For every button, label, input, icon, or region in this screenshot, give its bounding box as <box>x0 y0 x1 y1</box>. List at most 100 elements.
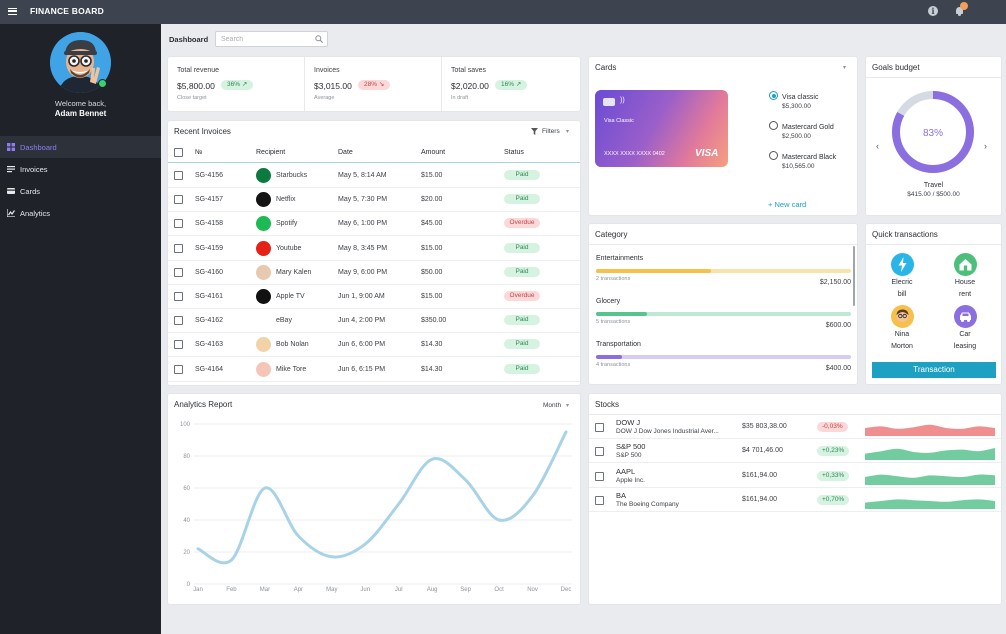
table-row[interactable]: SG-4158 Spotify May 6, 1:00 PM $45.00 Overdu… <box>168 212 580 237</box>
recipient-name: Netflix <box>276 196 296 204</box>
stock-row[interactable]: BA The Boeing Company $161,94.00 +0,70% <box>589 488 1001 512</box>
table-row[interactable]: SG-4164 Mike Tore Jun 6, 6:15 PM $14.30 Paid <box>168 358 580 382</box>
table-row[interactable]: SG-4161 Apple TV Jun 1, 9:00 AM $15.00 Overd… <box>168 285 580 309</box>
period-select[interactable]: Month <box>543 402 562 409</box>
select-all-checkbox[interactable] <box>174 148 183 157</box>
card-title: Cards <box>595 63 617 72</box>
row-checkbox[interactable] <box>595 495 604 505</box>
stock-name: The Boeing Company <box>616 500 679 508</box>
x-tick-label: Apr <box>294 587 303 593</box>
table-row[interactable]: SG-4160 Mary Kalen May 9, 6:00 PM $50.00 Pai… <box>168 261 580 285</box>
card-option-name: Visa classic <box>782 94 819 101</box>
row-checkbox[interactable] <box>595 471 604 481</box>
x-tick-label: Nov <box>527 587 538 593</box>
credit-card[interactable]: )) Visa Classic XXXX XXXX XXXX 0402 VISA <box>595 90 728 167</box>
sidebar-item-analytics[interactable]: Analytics <box>0 202 161 224</box>
chevron-down-icon[interactable]: ▾ <box>843 65 847 71</box>
category-progress-fill <box>596 355 622 359</box>
transaction-button[interactable]: Transaction <box>872 362 996 378</box>
row-checkbox[interactable] <box>174 219 183 229</box>
scrollbar[interactable] <box>853 246 855 306</box>
table-row[interactable]: SG-4159 Youtube May 8, 3:45 PM $15.00 Paid <box>168 237 580 261</box>
row-checkbox[interactable] <box>174 364 183 374</box>
chevron-down-icon[interactable]: ▾ <box>566 129 570 135</box>
sidebar-item-dashboard[interactable]: Dashboard <box>0 136 161 158</box>
chip-icon <box>603 98 615 106</box>
sparkline-area <box>865 424 995 436</box>
stock-change-badge: +0,33% <box>817 470 850 481</box>
invoice-date: Jun 6, 6:15 PM <box>338 365 386 373</box>
stock-price: $35 803,38.00 <box>742 423 787 430</box>
stock-row[interactable]: AAPL Apple Inc. $161,94.00 +0,33% <box>589 464 1001 488</box>
person-avatar <box>256 361 271 377</box>
invoice-amount: $50.00 <box>421 268 443 276</box>
x-tick-label: Sep <box>460 587 471 593</box>
row-checkbox[interactable] <box>174 243 183 253</box>
online-status-dot <box>98 79 107 88</box>
row-checkbox[interactable] <box>174 267 183 277</box>
invoice-date: May 9, 6:00 PM <box>338 268 388 276</box>
y-tick-label: 80 <box>183 454 190 460</box>
user-avatar[interactable] <box>50 32 111 93</box>
row-checkbox[interactable] <box>174 316 183 326</box>
invoice-date: May 6, 1:00 PM <box>338 220 388 228</box>
table-row[interactable]: SG-4163 Bob Nolan Jun 6, 6:00 PM $14.30 Paid <box>168 333 580 358</box>
new-card-button[interactable]: + New card <box>768 200 806 209</box>
row-checkbox[interactable] <box>595 423 604 432</box>
table-row[interactable]: SG-4157 Netflix May 5, 7:30 PM $20.00 Paid <box>168 188 580 213</box>
electric-bill-button[interactable] <box>891 253 914 276</box>
invoice-date: Jun 6, 6:00 PM <box>338 341 386 349</box>
person-avatar <box>896 309 909 322</box>
filter-icon[interactable] <box>531 128 538 135</box>
search-icon[interactable] <box>315 35 323 43</box>
quick-label-line: Nina <box>894 331 910 338</box>
table-row[interactable]: SG-4162 eBay Jun 4, 2:00 PM $350.00 Paid <box>168 309 580 334</box>
column-header: Recipient <box>256 149 286 156</box>
stock-symbol: DOW J <box>616 418 641 427</box>
stock-name: DOW J Dow Jones Industrial Aver... <box>616 428 719 435</box>
card-name: Visa Classic <box>604 118 634 124</box>
house-rent-button[interactable] <box>954 253 977 276</box>
row-checkbox[interactable] <box>174 340 183 350</box>
stat-value: $5,800.00 <box>177 81 215 91</box>
radio-mastercard-gold[interactable] <box>769 121 778 130</box>
search-input[interactable] <box>221 34 311 44</box>
row-checkbox[interactable] <box>174 195 183 205</box>
quick-label-line: leasing <box>953 343 977 350</box>
card-option-name: Mastercard Gold <box>782 124 834 131</box>
quick-transactions-card: Quick transactions <box>866 224 1001 384</box>
chevron-left-icon[interactable]: ‹ <box>876 141 879 151</box>
hamburger-icon[interactable] <box>8 8 17 15</box>
nina-morton-button[interactable] <box>891 305 914 328</box>
info-icon[interactable]: i <box>928 6 938 16</box>
card-option-amount: $10,565.00 <box>782 163 815 170</box>
radio-mastercard-black[interactable] <box>769 151 778 160</box>
y-tick-label: 100 <box>180 422 191 428</box>
sidebar-item-invoices[interactable]: Invoices <box>0 158 161 180</box>
ebay-logo <box>256 313 271 329</box>
bell-icon[interactable] <box>955 6 964 16</box>
y-tick-label: 40 <box>183 518 190 524</box>
row-checkbox[interactable] <box>174 292 183 301</box>
stock-row[interactable]: DOW J DOW J Dow Jones Industrial Aver... $… <box>589 415 1001 439</box>
invoice-id: SG-4160 <box>195 268 224 276</box>
sidebar-item-cards[interactable]: Cards <box>0 180 161 202</box>
sparkline-area <box>865 474 995 485</box>
stock-sparkline <box>865 448 995 461</box>
chevron-right-icon[interactable]: › <box>984 141 987 151</box>
row-checkbox[interactable] <box>174 171 183 180</box>
chevron-down-icon[interactable]: ▾ <box>566 403 570 409</box>
stock-row[interactable]: S&P 500 S&P 500 $4 701,46.00 +0,23% <box>589 439 1001 464</box>
recipient-name: Bob Nolan <box>276 341 309 349</box>
goals-budget-card: Goals budget 83% ‹ › Travel $415.00 / $5… <box>866 57 1001 215</box>
filters-button[interactable]: Filters <box>542 128 560 135</box>
car-leasing-button[interactable] <box>954 305 977 328</box>
recipient-name: Youtube <box>276 244 302 252</box>
invoice-date: May 5, 7:30 PM <box>338 196 388 204</box>
quick-label-line: Car <box>959 331 971 338</box>
breadcrumb: Dashboard <box>169 35 209 44</box>
radio-visa-classic[interactable] <box>769 91 778 100</box>
card-title: Analytics Report <box>174 400 233 409</box>
table-row[interactable]: SG-4156 Starbucks May 5, 8:14 AM $15.00 Paid <box>168 164 580 188</box>
row-checkbox[interactable] <box>595 447 604 457</box>
